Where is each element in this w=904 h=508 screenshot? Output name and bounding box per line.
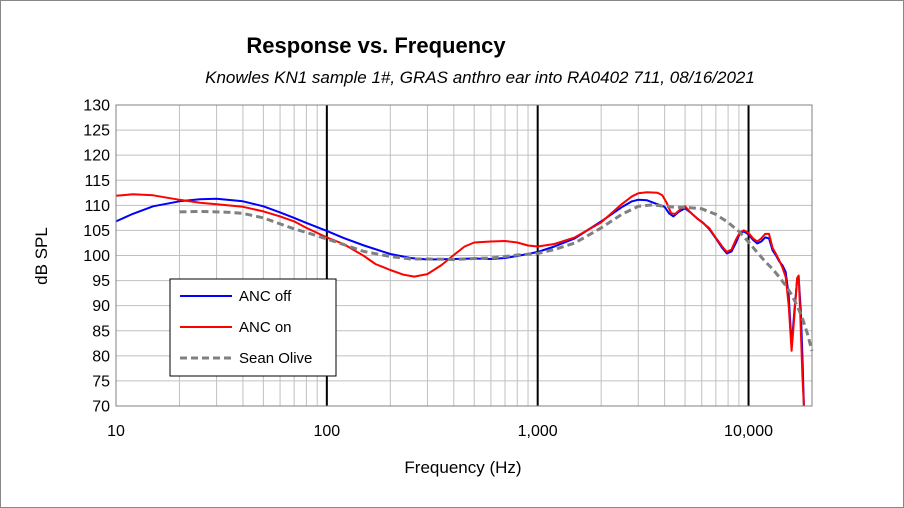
- chart-subtitle: Knowles KN1 sample 1#, GRAS anthro ear i…: [205, 68, 755, 87]
- series-line-sean-olive: [179, 203, 814, 352]
- x-tick-label: 10: [107, 423, 125, 440]
- y-tick-labels: 70 75 80 85 90 95 100 105 110 115 120 125 130: [83, 98, 110, 416]
- y-tick-label: 130: [83, 98, 110, 115]
- y-axis-label: dB SPL: [32, 227, 51, 285]
- y-tick-label: 110: [84, 198, 110, 215]
- x-axis-label: Frequency (Hz): [404, 458, 521, 477]
- x-tick-label: 10,000: [724, 423, 773, 440]
- y-tick-label: 115: [84, 173, 110, 190]
- x-tick-labels: 10 100 1,000 10,000: [107, 423, 773, 440]
- legend-label: ANC on: [239, 319, 292, 336]
- y-tick-label: 95: [92, 273, 110, 290]
- legend-label: Sean Olive: [239, 350, 312, 367]
- series-layer: [115, 191, 814, 407]
- y-tick-label: 70: [92, 399, 110, 416]
- y-tick-label: 85: [92, 323, 110, 340]
- y-tick-label: 90: [92, 298, 110, 315]
- legend: ANC off ANC on Sean Olive: [169, 278, 337, 377]
- y-tick-label: 125: [83, 123, 110, 140]
- x-tick-label: 100: [313, 423, 340, 440]
- legend-label: ANC off: [239, 288, 292, 305]
- plot-area-border: [115, 104, 813, 407]
- y-tick-label: 80: [92, 348, 110, 365]
- y-tick-label: 75: [92, 373, 110, 390]
- x-tick-label: 1,000: [518, 423, 558, 440]
- y-tick-label: 120: [83, 148, 110, 165]
- chart-title: Response vs. Frequency: [246, 33, 506, 58]
- y-tick-label: 105: [83, 223, 110, 240]
- y-tick-label: 100: [83, 248, 110, 265]
